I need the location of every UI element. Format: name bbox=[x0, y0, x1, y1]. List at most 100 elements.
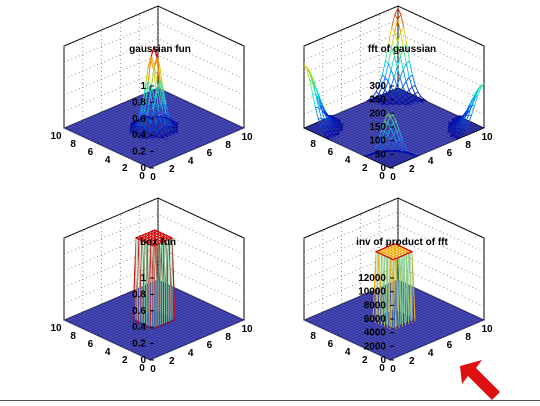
mesh-line bbox=[354, 131, 358, 134]
mesh-line bbox=[141, 105, 145, 107]
mesh-line bbox=[361, 149, 365, 151]
mesh-line bbox=[168, 98, 172, 101]
mesh-line bbox=[163, 94, 167, 97]
mesh-line bbox=[396, 141, 401, 148]
mesh-line bbox=[138, 132, 142, 135]
mesh-line bbox=[231, 126, 236, 129]
mesh-line bbox=[361, 154, 365, 156]
z-tick-label: 150 bbox=[369, 122, 386, 133]
mesh-line bbox=[423, 134, 427, 137]
mesh-line bbox=[114, 134, 118, 137]
mesh-line bbox=[198, 134, 202, 137]
mesh-line bbox=[88, 118, 93, 121]
mesh-line bbox=[220, 118, 225, 121]
mesh-line bbox=[173, 138, 178, 141]
mesh-line bbox=[155, 109, 159, 111]
mesh-line bbox=[116, 138, 120, 141]
mesh-line bbox=[163, 149, 167, 151]
mesh-line bbox=[201, 131, 205, 134]
mesh-line bbox=[72, 130, 76, 133]
mesh-line bbox=[458, 128, 463, 134]
mesh-line bbox=[205, 122, 209, 125]
mesh-line bbox=[180, 106, 184, 109]
mesh-line bbox=[174, 127, 179, 131]
mesh-line bbox=[220, 125, 224, 127]
mesh-line bbox=[142, 149, 146, 151]
mesh-line bbox=[117, 127, 121, 130]
mesh-line bbox=[167, 138, 172, 141]
mesh-line bbox=[172, 115, 177, 118]
mesh-line bbox=[411, 84, 416, 88]
mesh-line bbox=[425, 141, 429, 143]
mesh-line bbox=[206, 114, 210, 117]
mesh-line bbox=[415, 147, 420, 150]
mesh-line bbox=[126, 105, 130, 107]
mesh-line bbox=[321, 109, 326, 120]
mesh-line bbox=[115, 151, 119, 154]
mesh-line bbox=[139, 118, 143, 121]
mesh-line bbox=[170, 143, 174, 146]
mesh-line bbox=[401, 143, 405, 146]
mesh-line bbox=[389, 116, 394, 123]
mesh-line bbox=[411, 74, 416, 86]
mesh-line bbox=[95, 142, 99, 145]
mesh-line bbox=[213, 127, 217, 130]
mesh-line bbox=[85, 117, 90, 119]
mesh-line bbox=[101, 110, 105, 113]
mesh-line bbox=[165, 99, 169, 102]
mesh-line bbox=[215, 138, 220, 141]
mesh-line bbox=[102, 130, 106, 133]
mesh-line bbox=[105, 134, 109, 137]
mesh-line bbox=[182, 109, 186, 111]
mesh-line bbox=[144, 158, 149, 161]
mesh-line bbox=[131, 139, 135, 142]
mesh-line bbox=[133, 120, 137, 124]
mesh-line bbox=[189, 131, 193, 134]
mesh-line bbox=[434, 137, 439, 139]
mesh-line bbox=[353, 142, 357, 145]
mesh-line bbox=[128, 143, 132, 146]
z-tick-label: 0.2 bbox=[132, 147, 146, 158]
grid-line bbox=[63, 22, 245, 63]
mesh-line bbox=[123, 130, 127, 133]
mesh-line bbox=[464, 123, 469, 131]
mesh-line bbox=[358, 150, 362, 153]
mesh-line bbox=[157, 95, 161, 98]
mesh-line bbox=[140, 136, 145, 139]
mesh-line bbox=[152, 115, 156, 117]
mesh-line bbox=[409, 147, 414, 150]
mesh-line bbox=[186, 102, 190, 105]
mesh-line bbox=[471, 96, 476, 106]
mesh-line bbox=[217, 123, 221, 126]
mesh-line bbox=[407, 143, 411, 146]
mesh-line bbox=[110, 113, 114, 115]
mesh-line bbox=[210, 133, 214, 135]
mesh-line bbox=[124, 115, 129, 118]
mesh-line bbox=[126, 101, 130, 103]
mesh-line bbox=[154, 146, 159, 149]
mesh-line bbox=[382, 148, 386, 151]
mesh-line bbox=[178, 146, 183, 149]
mesh-line bbox=[151, 95, 155, 98]
mesh-line bbox=[139, 116, 144, 119]
mesh-line bbox=[171, 102, 175, 105]
mesh-line bbox=[188, 142, 192, 145]
mesh-line bbox=[166, 151, 170, 154]
y-tick-label: 10 bbox=[50, 131, 62, 142]
mesh-line bbox=[110, 109, 114, 111]
mesh-line bbox=[158, 146, 162, 149]
mesh-line bbox=[163, 91, 167, 94]
mesh-line bbox=[211, 118, 215, 121]
mesh-line bbox=[103, 121, 107, 123]
mesh-line bbox=[421, 153, 425, 155]
mesh-line bbox=[184, 150, 188, 153]
z-tick-label: 300 bbox=[369, 81, 386, 92]
mesh-line bbox=[101, 111, 105, 114]
mesh-line bbox=[122, 138, 126, 141]
mesh-line bbox=[137, 109, 141, 111]
mesh-line bbox=[95, 114, 99, 117]
mesh-line bbox=[128, 106, 133, 109]
mesh-line bbox=[382, 147, 386, 150]
mesh-line bbox=[341, 145, 345, 147]
mesh-line bbox=[128, 115, 132, 118]
